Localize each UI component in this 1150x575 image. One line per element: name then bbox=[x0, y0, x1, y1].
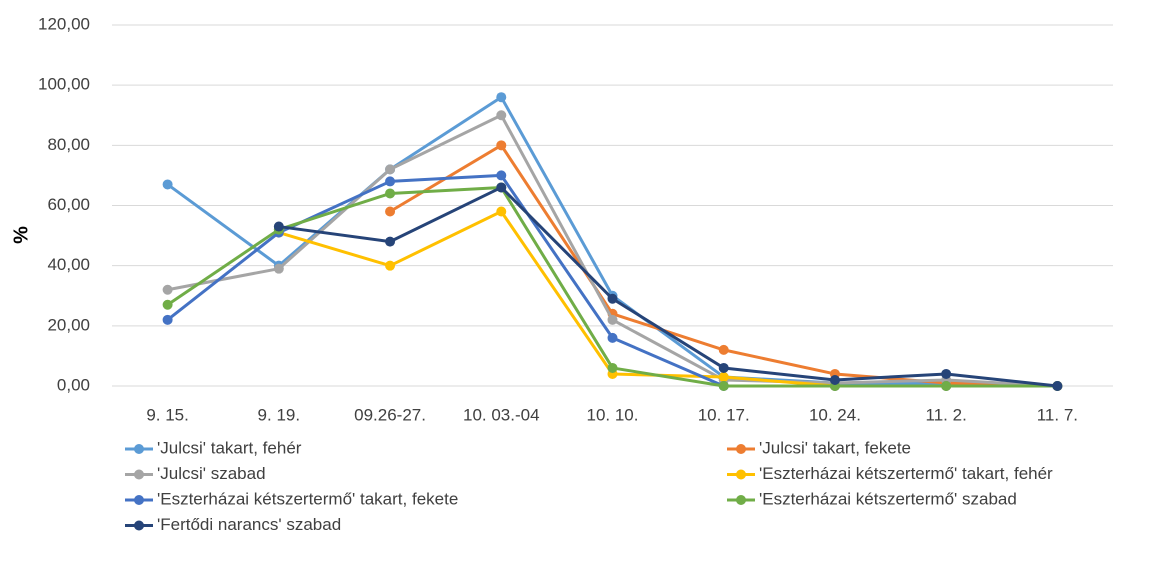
marker bbox=[941, 368, 952, 379]
marker bbox=[607, 362, 618, 373]
marker bbox=[273, 221, 284, 232]
marker bbox=[496, 92, 507, 103]
marker bbox=[496, 206, 507, 217]
marker bbox=[162, 314, 173, 325]
marker bbox=[607, 293, 618, 304]
series-line bbox=[166, 185, 1058, 388]
legend-label: 'Eszterházai kétszertermő' takart, feket… bbox=[157, 489, 458, 508]
x-tick-label: 9. 15. bbox=[146, 405, 189, 424]
legend-label: 'Fertődi narancs' szabad bbox=[157, 515, 341, 534]
legend-label: 'Eszterházai kétszertermő' szabad bbox=[759, 489, 1017, 508]
marker bbox=[496, 170, 507, 181]
legend-marker bbox=[134, 495, 144, 505]
y-tick-label: 60,00 bbox=[47, 195, 90, 214]
marker bbox=[162, 299, 173, 310]
marker bbox=[718, 371, 729, 382]
marker bbox=[941, 381, 952, 391]
legend-marker bbox=[134, 444, 144, 454]
x-tick-label: 09.26-27. bbox=[354, 405, 426, 424]
legend-label: 'Eszterházai kétszertermő' takart, fehér bbox=[759, 464, 1053, 483]
marker bbox=[607, 314, 618, 325]
x-tick-label: 10. 24. bbox=[809, 405, 861, 424]
marker bbox=[496, 110, 507, 121]
marker bbox=[162, 284, 173, 295]
series-line bbox=[278, 185, 1058, 388]
marker bbox=[385, 164, 396, 175]
marker bbox=[718, 381, 729, 391]
marker bbox=[718, 362, 729, 373]
series-line bbox=[167, 113, 1058, 388]
legend-label: 'Julcsi' szabad bbox=[157, 464, 266, 483]
legend-marker bbox=[736, 444, 746, 454]
x-tick-label: 10. 10. bbox=[587, 405, 639, 424]
x-tick-label: 11. 7. bbox=[1037, 405, 1078, 424]
marker bbox=[496, 182, 507, 193]
marker bbox=[385, 188, 396, 199]
marker bbox=[718, 344, 729, 355]
series-line bbox=[166, 173, 1058, 388]
y-tick-label: 100,00 bbox=[38, 75, 90, 94]
y-tick-label: 0,00 bbox=[57, 375, 90, 394]
x-tick-label: 10. 03.-04 bbox=[463, 405, 540, 424]
marker bbox=[496, 140, 507, 151]
legend-marker bbox=[134, 520, 144, 531]
y-tick-label: 40,00 bbox=[47, 255, 90, 274]
marker bbox=[385, 176, 396, 187]
x-tick-label: 10. 17. bbox=[698, 405, 750, 424]
marker bbox=[385, 236, 396, 247]
marker bbox=[162, 179, 173, 190]
y-axis-label: % bbox=[10, 226, 32, 244]
marker bbox=[829, 374, 840, 385]
marker bbox=[607, 332, 618, 343]
x-tick-label: 11. 2. bbox=[926, 405, 967, 424]
marker bbox=[1052, 381, 1063, 391]
legend-marker bbox=[736, 495, 746, 505]
legend-marker bbox=[736, 469, 746, 480]
y-tick-label: 120,00 bbox=[38, 14, 90, 33]
legend-label: 'Julcsi' takart, fehér bbox=[157, 438, 302, 457]
legend-label: 'Julcsi' takart, fekete bbox=[759, 438, 911, 457]
marker bbox=[273, 263, 284, 274]
x-tick-label: 9. 19. bbox=[258, 405, 301, 424]
y-tick-label: 20,00 bbox=[47, 315, 90, 334]
legend-marker bbox=[134, 469, 144, 480]
marker bbox=[385, 260, 396, 271]
y-tick-label: 80,00 bbox=[47, 135, 90, 154]
marker bbox=[385, 206, 396, 217]
